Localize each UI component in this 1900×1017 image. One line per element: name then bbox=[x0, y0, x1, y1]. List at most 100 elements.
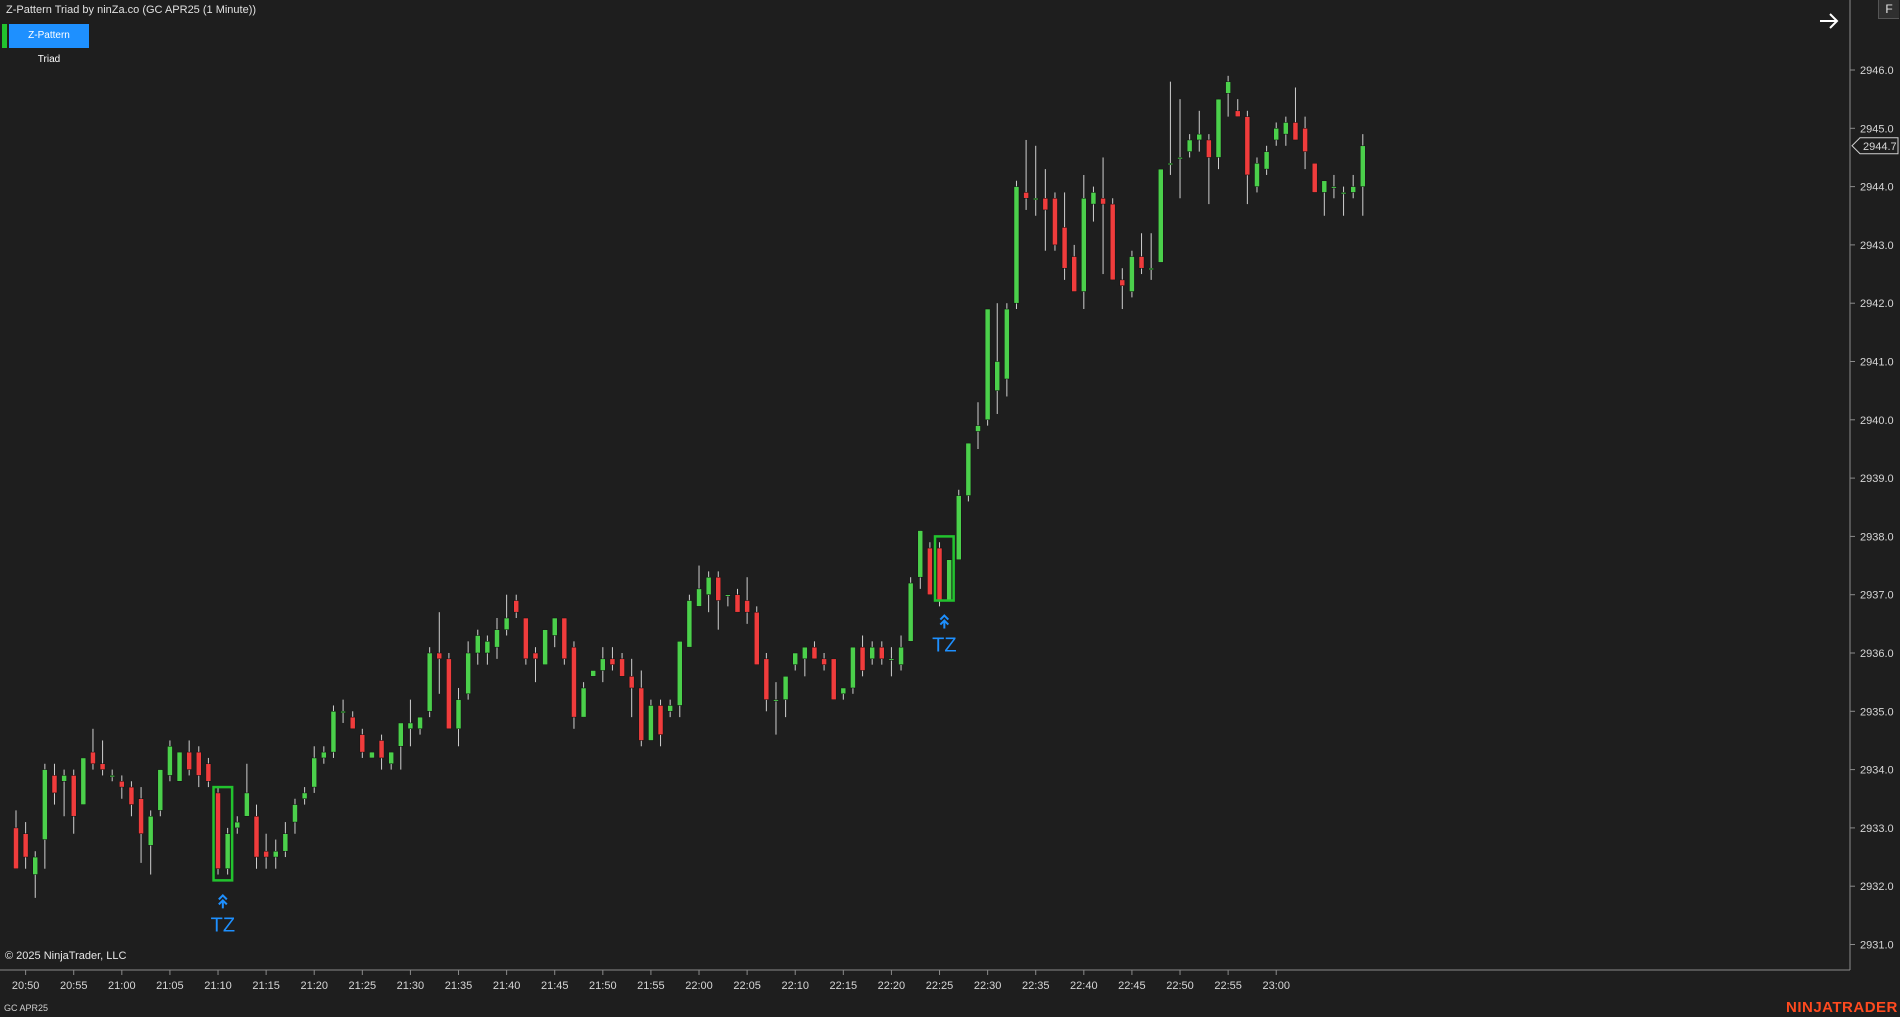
candle-body bbox=[657, 705, 664, 735]
candle-body bbox=[272, 850, 279, 858]
candle-body bbox=[224, 833, 231, 869]
candle-body bbox=[455, 699, 462, 730]
candle-body bbox=[1283, 122, 1289, 135]
candle-body bbox=[667, 705, 673, 712]
candle-body bbox=[128, 786, 135, 805]
price-tick-label: 2933.0 bbox=[1860, 823, 1894, 835]
candle-body bbox=[792, 652, 798, 665]
price-tick-label: 2932.0 bbox=[1860, 881, 1894, 893]
candle-body bbox=[840, 687, 847, 695]
time-tick-label: 21:35 bbox=[445, 980, 473, 992]
time-tick-label: 22:40 bbox=[1070, 980, 1098, 992]
candle-body bbox=[744, 600, 750, 613]
price-tick-label: 2944.0 bbox=[1860, 182, 1894, 194]
candle-body bbox=[523, 617, 529, 660]
candle-body bbox=[888, 658, 895, 661]
candle-body bbox=[244, 792, 250, 817]
price-tick-label: 2931.0 bbox=[1860, 940, 1894, 952]
candle-body bbox=[1292, 122, 1299, 141]
candle-body bbox=[484, 641, 491, 654]
f-button[interactable]: F bbox=[1878, 0, 1899, 19]
time-tick-label: 21:00 bbox=[108, 980, 136, 992]
candle-body bbox=[917, 530, 924, 578]
time-tick-label: 21:40 bbox=[493, 980, 521, 992]
candle-body bbox=[1148, 267, 1154, 270]
candle-body bbox=[109, 775, 115, 778]
time-tick-label: 22:10 bbox=[781, 980, 809, 992]
time-tick-label: 23:00 bbox=[1262, 980, 1290, 992]
time-tick-label: 21:45 bbox=[541, 980, 569, 992]
candle-body bbox=[417, 716, 423, 730]
candle-body bbox=[994, 361, 1000, 391]
candle-body bbox=[513, 600, 519, 613]
candle-body bbox=[378, 740, 385, 759]
price-tick-label: 2945.0 bbox=[1860, 123, 1894, 135]
time-tick-label: 22:00 bbox=[685, 980, 713, 992]
candle-body bbox=[311, 757, 317, 788]
candle-body bbox=[215, 792, 221, 869]
candle-body bbox=[253, 815, 260, 858]
candle-body bbox=[234, 821, 241, 829]
candle-body bbox=[984, 308, 991, 421]
candle-body bbox=[1225, 81, 1231, 94]
candle-body bbox=[1244, 116, 1251, 176]
candle-body bbox=[1273, 128, 1279, 141]
tz-zone-box bbox=[933, 535, 955, 602]
tz-arrow-icon bbox=[218, 893, 228, 901]
candle-body bbox=[340, 711, 346, 714]
candle-body bbox=[609, 658, 616, 665]
time-tick-label: 22:15 bbox=[830, 980, 858, 992]
candle-body bbox=[51, 775, 58, 794]
candle-body bbox=[369, 751, 375, 759]
time-tick-label: 20:55 bbox=[60, 980, 88, 992]
time-tick-label: 22:25 bbox=[926, 980, 954, 992]
candle-body bbox=[561, 617, 568, 660]
price-tick-label: 2938.0 bbox=[1860, 531, 1894, 543]
price-tick-label: 2946.0 bbox=[1860, 65, 1894, 77]
candle-body bbox=[1023, 192, 1029, 199]
candle-body bbox=[388, 751, 394, 765]
candle-body bbox=[696, 588, 702, 607]
current-price-label: 2944.7 bbox=[1863, 141, 1897, 153]
time-tick-label: 21:50 bbox=[589, 980, 617, 992]
candle-body bbox=[1129, 256, 1135, 292]
candle-body bbox=[42, 769, 48, 840]
candle-body bbox=[292, 804, 298, 823]
candle-body bbox=[753, 611, 760, 665]
candle-body bbox=[1206, 139, 1212, 158]
candle-body bbox=[1263, 151, 1270, 170]
candle-body bbox=[1158, 168, 1164, 263]
candle-body bbox=[1331, 186, 1337, 189]
candle-body bbox=[600, 658, 606, 671]
time-tick-label: 21:15 bbox=[252, 980, 280, 992]
indicator-badge[interactable]: Z-Pattern Triad bbox=[2, 24, 89, 65]
candle-body bbox=[705, 576, 712, 595]
candle-body bbox=[1321, 180, 1328, 193]
candle-body bbox=[869, 646, 875, 660]
price-tick-label: 2939.0 bbox=[1860, 473, 1894, 485]
candle-body bbox=[879, 646, 885, 660]
candle-body bbox=[1100, 198, 1106, 205]
candle-body bbox=[1013, 186, 1020, 304]
price-tick-label: 2937.0 bbox=[1860, 590, 1894, 602]
candle-body bbox=[1186, 139, 1193, 152]
time-tick-label: 20:50 bbox=[12, 980, 40, 992]
candle-body bbox=[936, 547, 943, 601]
time-tick-label: 22:30 bbox=[974, 980, 1002, 992]
arrow-right-icon[interactable] bbox=[1816, 8, 1842, 34]
candle-body bbox=[1215, 98, 1222, 158]
price-tick-label: 2940.0 bbox=[1860, 415, 1894, 427]
candle-body bbox=[946, 559, 952, 601]
candle-body bbox=[22, 833, 29, 858]
time-tick-label: 21:05 bbox=[156, 980, 184, 992]
candle-body bbox=[638, 687, 645, 741]
candle-body bbox=[1302, 128, 1308, 152]
candle-body bbox=[61, 775, 67, 782]
time-tick-label: 21:25 bbox=[349, 980, 377, 992]
indicator-label[interactable]: Z-Pattern Triad bbox=[9, 24, 89, 65]
candle-body bbox=[773, 699, 779, 702]
candle-body bbox=[965, 442, 972, 496]
copyright-text: © 2025 NinjaTrader, LLC bbox=[5, 950, 127, 962]
candle-body bbox=[407, 722, 414, 730]
